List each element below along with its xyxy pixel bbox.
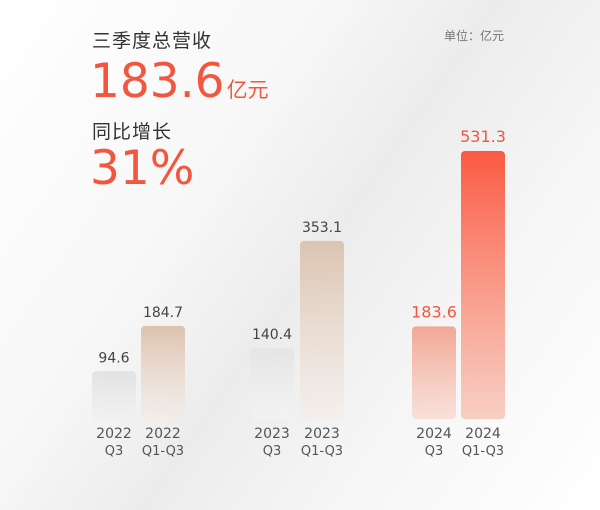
bar-value-label: 140.4 [252, 327, 292, 343]
revenue-value: 183.6 [90, 54, 225, 109]
category-tick-label: 2022 [96, 426, 132, 442]
bar-2023-q1-q3 [300, 240, 344, 419]
revenue-label: 三季度总营收 [92, 30, 213, 52]
bar-2024-q1-q3 [461, 151, 505, 419]
category-tick-label: Q3 [263, 444, 282, 459]
bar-value-label: 183.6 [411, 302, 457, 321]
unit-note: 单位：亿元 [443, 29, 504, 43]
category-tick-label: Q3 [105, 444, 124, 459]
bar-2022-q3 [92, 371, 136, 419]
category-tick-label: 2023 [254, 426, 290, 442]
revenue-value-block: 183.6亿元 [90, 58, 269, 105]
bar-value-label: 94.6 [98, 350, 129, 366]
growth-label: 同比增长 [92, 121, 173, 143]
growth-value: 31% [90, 141, 195, 196]
bar-value-label: 184.7 [143, 305, 183, 321]
category-tick-label: 2024 [416, 426, 452, 442]
category-tick-label: 2024 [465, 426, 501, 442]
revenue-unit: 亿元 [226, 78, 269, 102]
category-tick-label: 2022 [145, 426, 181, 442]
bar-value-label: 353.1 [302, 220, 342, 236]
category-tick-label: Q1-Q3 [142, 444, 184, 459]
bar-value-label: 531.3 [460, 127, 506, 146]
category-tick-label: 2023 [304, 426, 340, 442]
bar-2023-q3 [250, 348, 294, 419]
bar-2024-q3 [412, 326, 456, 419]
bar-2022-q1-q3 [141, 325, 185, 419]
category-tick-label: Q1-Q3 [462, 444, 504, 459]
category-tick-label: Q3 [425, 444, 444, 459]
category-tick-label: Q1-Q3 [301, 444, 343, 459]
